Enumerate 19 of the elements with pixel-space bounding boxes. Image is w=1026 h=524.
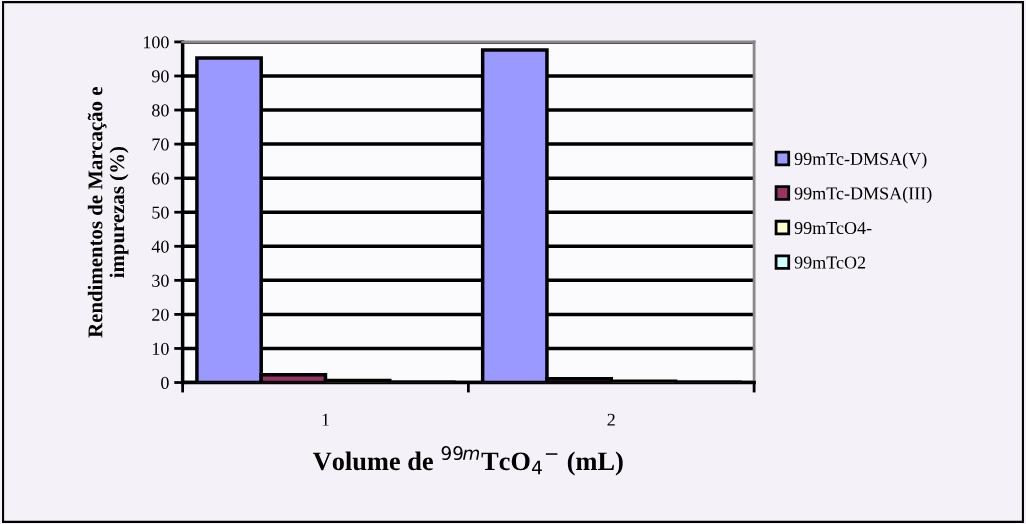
y-tick-label: 0	[161, 376, 169, 389]
legend-label: 99mTc-DMSA(V)	[794, 152, 927, 169]
y-tick-label: 20	[152, 308, 169, 321]
y-tick-label: 50	[152, 206, 169, 219]
x-axis-title: Volume de $^{99m}$TcO$_{4}$$^{−}$ (mL)	[312, 446, 623, 476]
legend-label: 99mTcO2	[794, 256, 866, 269]
y-tick-label: 30	[152, 274, 169, 287]
legend-label: 99mTc-DMSA(III)	[794, 186, 932, 204]
x-tick-label: 2	[607, 413, 615, 426]
y-tick-label: 60	[152, 172, 169, 185]
y-axis-title: Rendimentos de Marcação e impurezas (%)	[87, 87, 129, 338]
y-tick-label: 40	[151, 240, 169, 253]
y-tick-label: 10	[152, 342, 169, 355]
y-tick-label: 100	[143, 36, 169, 49]
legend-label: 99mTcO4-	[794, 221, 872, 235]
y-tick-label: 80	[152, 104, 169, 117]
y-tick-label: 70	[152, 138, 169, 151]
x-tick-label: 1	[322, 413, 329, 426]
y-tick-label: 90	[151, 70, 169, 83]
